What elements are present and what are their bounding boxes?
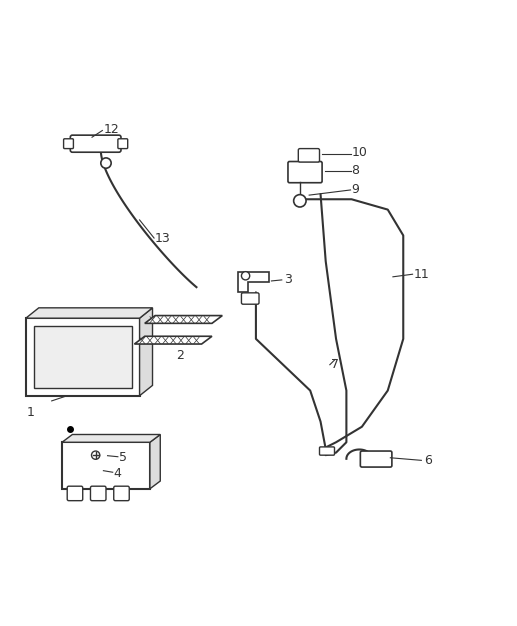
Text: 11: 11 <box>414 268 429 280</box>
FancyBboxPatch shape <box>70 135 121 152</box>
Polygon shape <box>238 272 269 292</box>
Circle shape <box>294 195 306 207</box>
FancyBboxPatch shape <box>118 139 128 148</box>
Text: 5: 5 <box>119 451 127 464</box>
Text: 12: 12 <box>103 123 119 136</box>
Text: 9: 9 <box>352 183 359 197</box>
Text: 10: 10 <box>352 146 368 159</box>
FancyBboxPatch shape <box>360 451 392 467</box>
Circle shape <box>101 158 111 168</box>
Polygon shape <box>145 316 222 324</box>
Polygon shape <box>62 442 150 489</box>
FancyBboxPatch shape <box>90 486 106 501</box>
Text: 2: 2 <box>176 349 184 362</box>
Polygon shape <box>62 434 160 442</box>
Text: 8: 8 <box>352 165 359 177</box>
Text: 1: 1 <box>27 406 35 419</box>
Text: 3: 3 <box>284 273 292 286</box>
Text: 13: 13 <box>155 232 171 245</box>
Text: 7: 7 <box>331 358 339 371</box>
FancyBboxPatch shape <box>298 148 320 162</box>
Text: 4: 4 <box>114 467 121 480</box>
Circle shape <box>92 451 100 459</box>
FancyBboxPatch shape <box>320 447 334 455</box>
Polygon shape <box>140 308 153 396</box>
FancyBboxPatch shape <box>241 293 259 304</box>
Polygon shape <box>134 336 212 344</box>
Polygon shape <box>26 308 153 318</box>
Polygon shape <box>34 326 132 388</box>
Text: 6: 6 <box>424 454 432 467</box>
FancyBboxPatch shape <box>288 162 322 183</box>
Circle shape <box>241 272 250 280</box>
Polygon shape <box>150 434 160 489</box>
FancyBboxPatch shape <box>67 486 83 501</box>
Polygon shape <box>26 318 140 396</box>
FancyBboxPatch shape <box>114 486 129 501</box>
FancyBboxPatch shape <box>64 139 73 148</box>
